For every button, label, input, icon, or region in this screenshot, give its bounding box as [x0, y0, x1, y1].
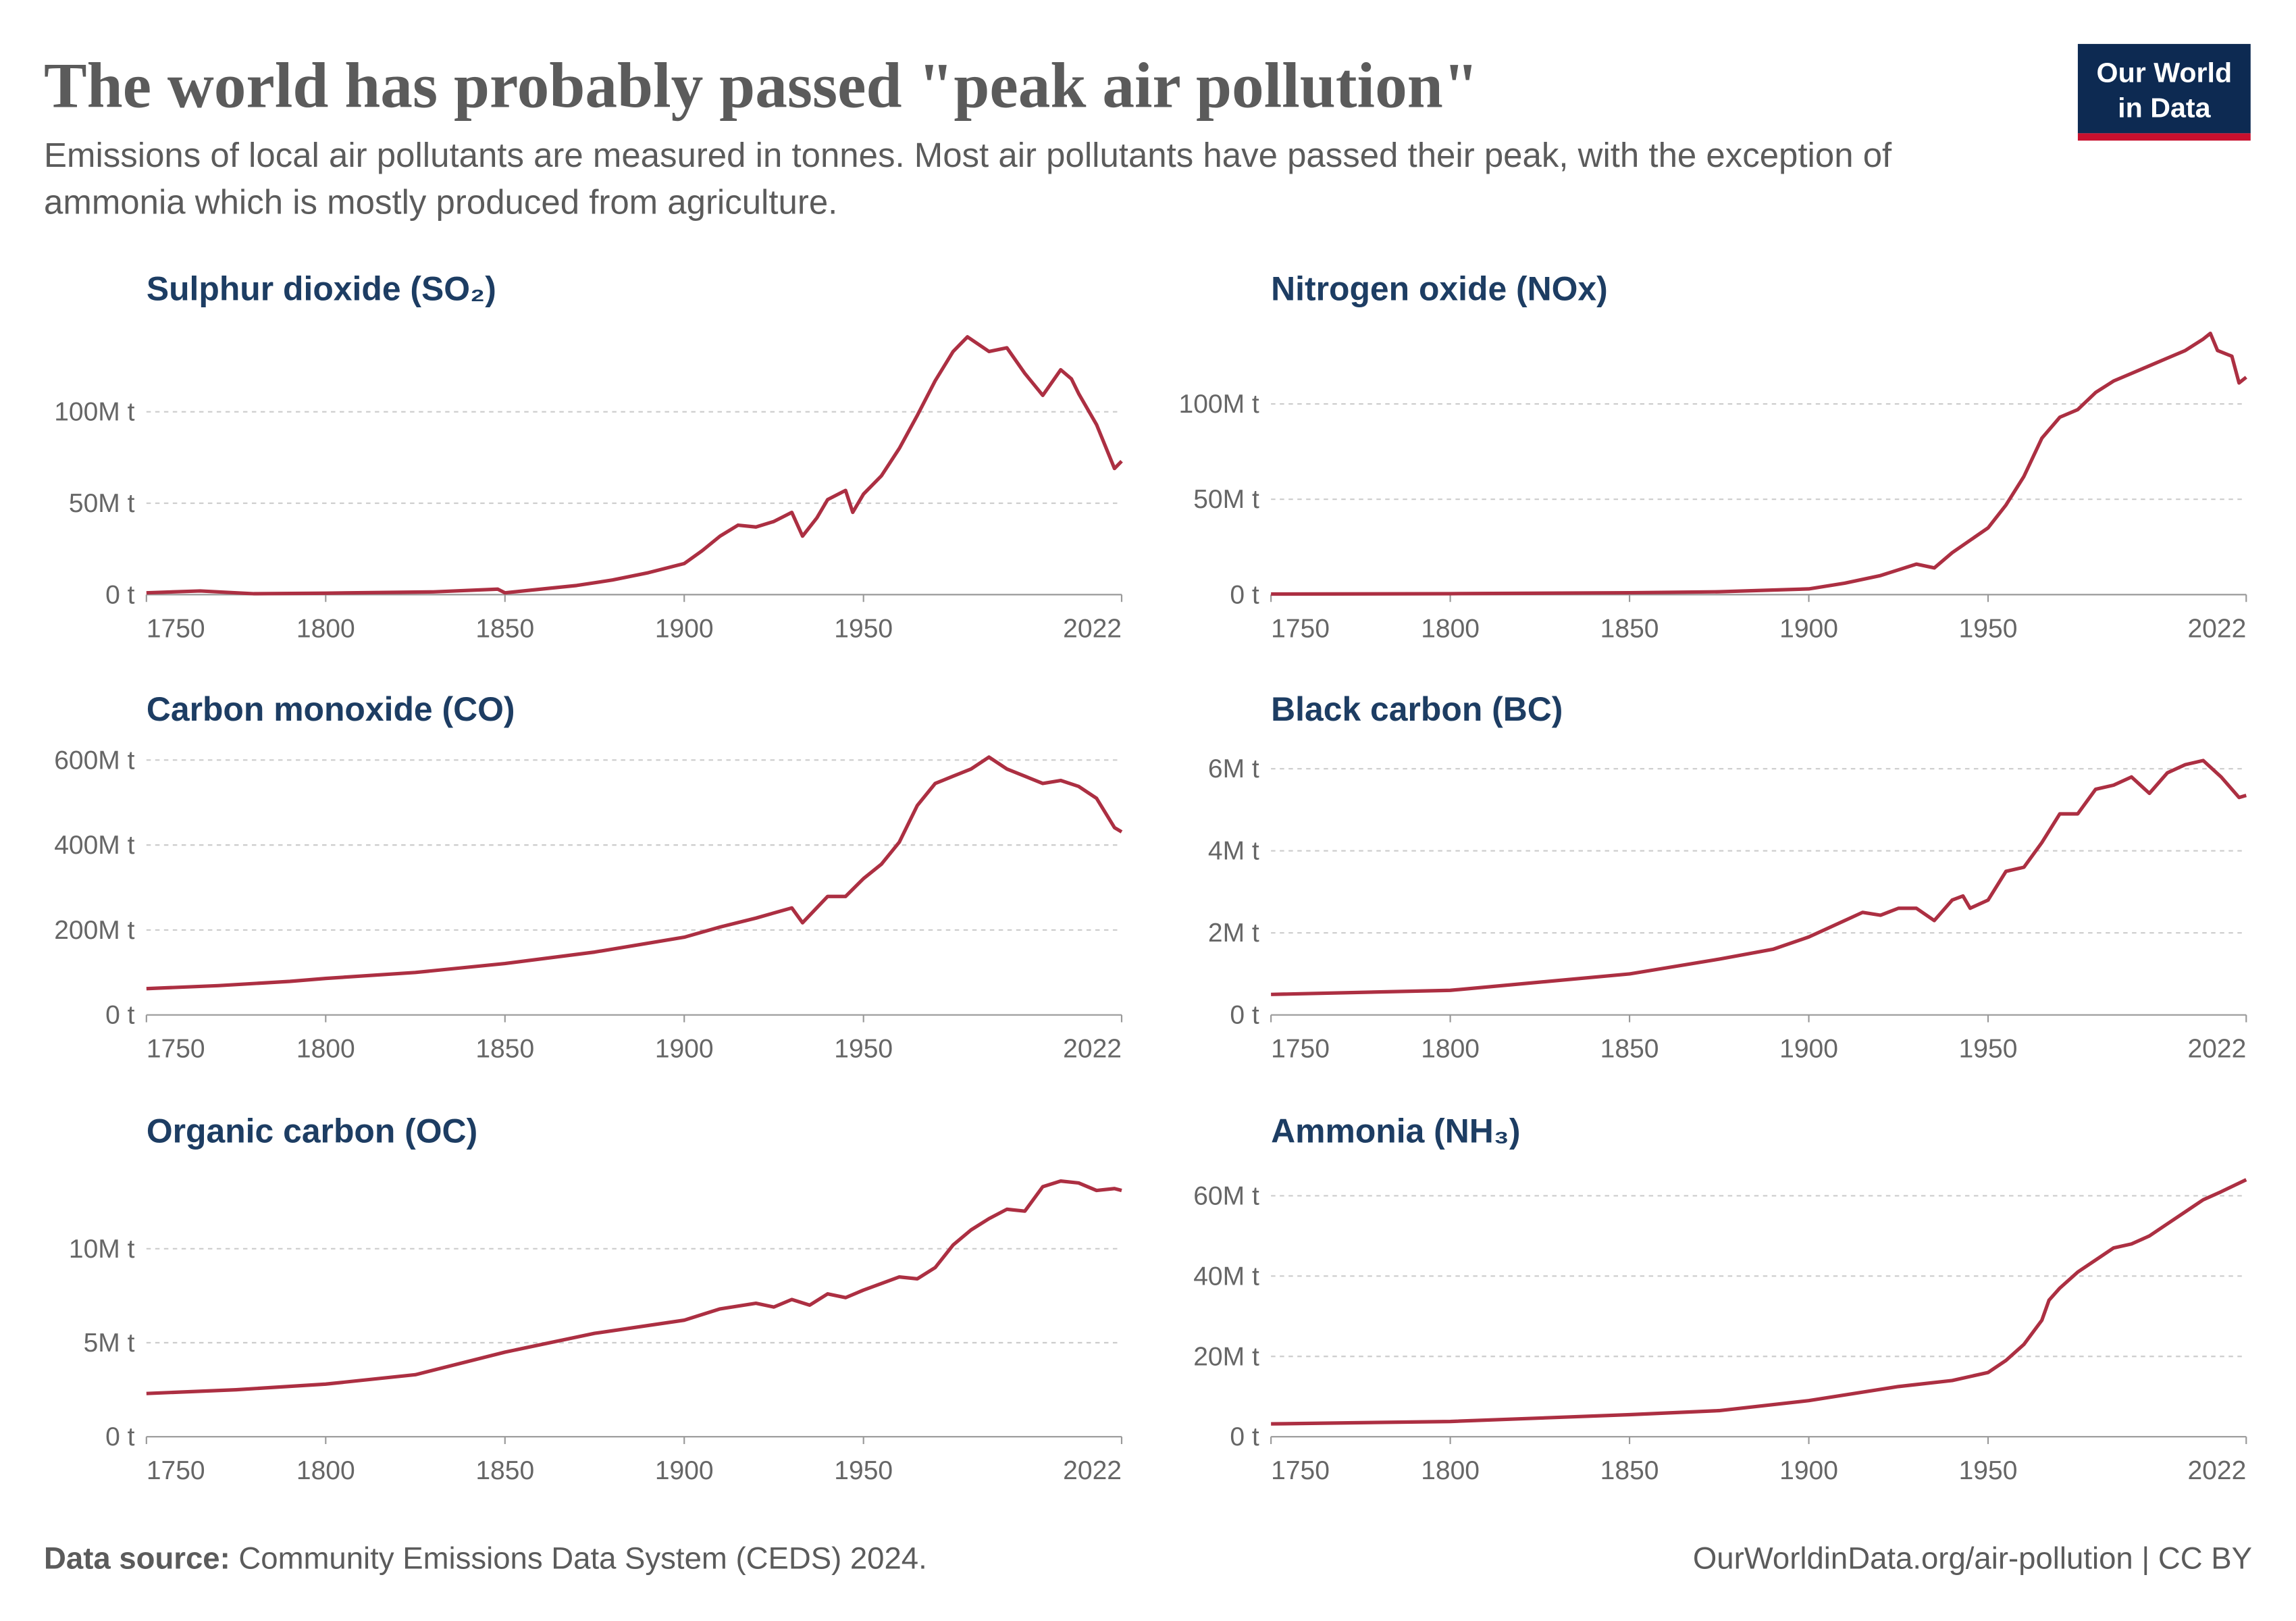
x-tick-label: 1850	[475, 1035, 534, 1064]
y-tick-label: 400M t	[54, 831, 134, 860]
logo-line: in Data	[2118, 92, 2211, 123]
y-tick-label: 600M t	[54, 746, 134, 775]
y-tick-label: 40M t	[1193, 1262, 1259, 1291]
x-tick-label: 1900	[655, 1035, 714, 1064]
x-tick-label: 1750	[147, 1035, 205, 1064]
panel-title: Carbon monoxide (CO)	[147, 690, 515, 728]
x-tick-label: 2022	[2187, 1456, 2246, 1485]
y-tick-label: 6M t	[1208, 754, 1259, 783]
x-tick-label: 1900	[1779, 614, 1838, 643]
y-tick-label: 50M t	[69, 489, 135, 518]
logo-line: Our World	[2097, 57, 2233, 88]
x-tick-label: 1800	[1421, 1456, 1480, 1485]
x-tick-label: 1850	[1600, 1035, 1659, 1064]
y-tick-label: 0 t	[105, 580, 135, 609]
x-tick-label: 1750	[147, 1456, 205, 1485]
y-tick-label: 50M t	[1193, 485, 1259, 514]
x-tick-label: 1900	[655, 1456, 714, 1485]
x-tick-label: 2022	[2187, 1035, 2246, 1064]
panel-title: Black carbon (BC)	[1271, 690, 1563, 728]
x-tick-label: 2022	[2187, 614, 2246, 643]
x-tick-label: 1950	[1959, 1035, 2018, 1064]
y-tick-label: 0 t	[105, 1422, 135, 1451]
x-tick-label: 1900	[1779, 1456, 1838, 1485]
y-tick-label: 5M t	[84, 1329, 135, 1358]
x-tick-label: 1750	[1271, 1456, 1330, 1485]
page-title: The world has probably passed "peak air …	[44, 49, 1479, 121]
y-tick-label: 0 t	[1230, 580, 1259, 609]
x-tick-label: 1850	[1600, 1456, 1659, 1485]
x-tick-label: 1950	[834, 614, 893, 643]
credit: OurWorldinData.org/air-pollution | CC BY	[1693, 1541, 2252, 1575]
x-tick-label: 1750	[147, 614, 205, 643]
subtitle: Emissions of local air pollutants are me…	[44, 136, 1892, 222]
y-tick-label: 0 t	[1230, 1422, 1259, 1451]
y-tick-label: 100M t	[54, 398, 134, 427]
x-tick-label: 1750	[1271, 614, 1330, 643]
y-tick-label: 20M t	[1193, 1342, 1259, 1371]
x-tick-label: 1950	[1959, 1456, 2018, 1485]
logo: Our World in Data	[2077, 44, 2251, 141]
panel-title: Sulphur dioxide (SO₂)	[147, 270, 496, 308]
x-tick-label: 1800	[1421, 614, 1480, 643]
series-line	[146, 1179, 1122, 1395]
x-tick-label: 1950	[1959, 614, 2018, 643]
x-tick-label: 1850	[475, 1456, 534, 1485]
y-tick-label: 200M t	[54, 916, 134, 945]
y-tick-label: 60M t	[1193, 1181, 1259, 1210]
panel-title: Nitrogen oxide (NOx)	[1271, 270, 1608, 308]
x-tick-label: 1900	[1779, 1035, 1838, 1064]
source-label: Data source:	[44, 1541, 230, 1575]
source: Data source: Community Emissions Data Sy…	[44, 1541, 927, 1575]
series-line	[1271, 331, 2247, 596]
logo-box	[2077, 44, 2251, 134]
y-tick-label: 0 t	[1230, 1001, 1259, 1030]
series-line	[1271, 1178, 2247, 1426]
x-tick-label: 1850	[475, 614, 534, 643]
y-tick-label: 4M t	[1208, 837, 1259, 866]
x-tick-label: 1850	[1600, 614, 1659, 643]
x-tick-label: 2022	[1063, 614, 1122, 643]
x-tick-label: 1950	[834, 1035, 893, 1064]
y-tick-label: 0 t	[105, 1001, 135, 1030]
series-line	[1271, 758, 2247, 996]
panel-title: Organic carbon (OC)	[147, 1112, 477, 1150]
y-tick-label: 100M t	[1179, 390, 1259, 419]
x-tick-label: 2022	[1063, 1456, 1122, 1485]
x-tick-label: 1900	[655, 614, 714, 643]
x-tick-label: 1950	[834, 1456, 893, 1485]
x-tick-label: 1750	[1271, 1035, 1330, 1064]
x-tick-label: 2022	[1063, 1035, 1122, 1064]
panel-title: Ammonia (NH₃)	[1271, 1112, 1520, 1150]
series-line	[146, 335, 1123, 596]
y-tick-label: 2M t	[1208, 919, 1259, 948]
x-tick-label: 1800	[296, 614, 355, 643]
series-line	[146, 755, 1123, 991]
source-text: Community Emissions Data System (CEDS) 2…	[238, 1541, 927, 1575]
x-tick-label: 1800	[1421, 1035, 1480, 1064]
logo-bar	[2077, 133, 2251, 141]
subtitle-box: Emissions of local air pollutants are me…	[44, 136, 1892, 222]
x-tick-label: 1800	[296, 1035, 355, 1064]
x-tick-label: 1800	[296, 1456, 355, 1485]
y-tick-label: 10M t	[69, 1235, 135, 1264]
